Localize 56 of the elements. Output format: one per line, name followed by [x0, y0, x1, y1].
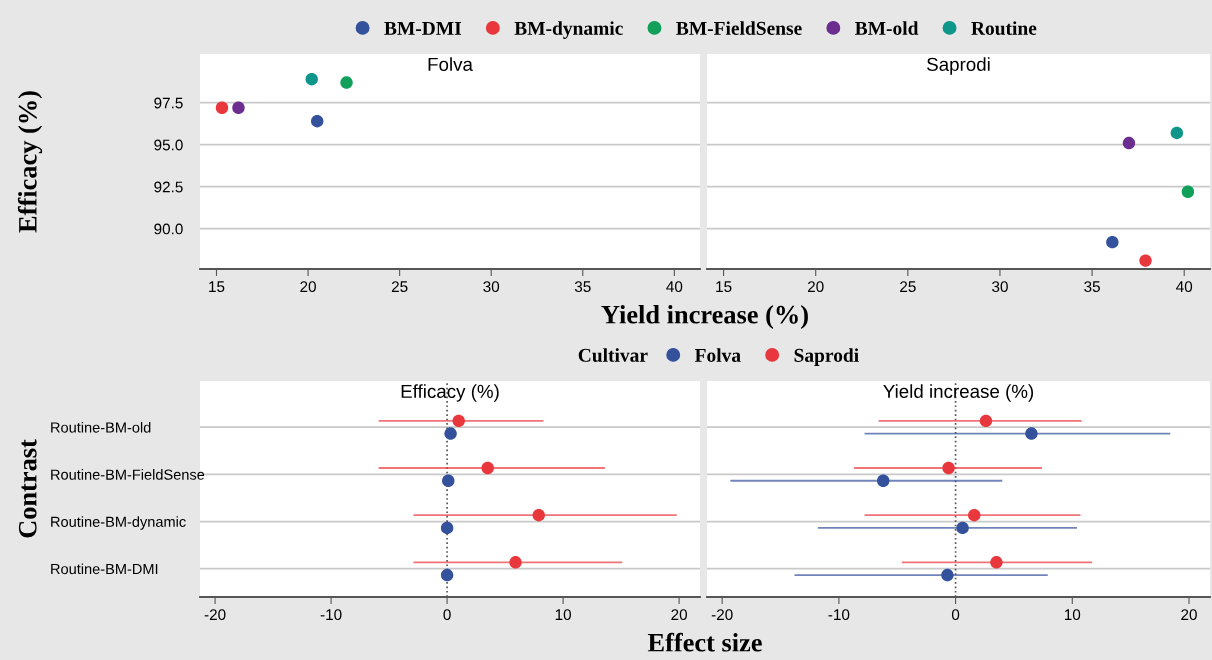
y-tick-label: Routine-BM-FieldSense — [51, 469, 205, 480]
point — [1139, 254, 1152, 267]
legend-label: BM-old — [855, 21, 919, 35]
chart-title: Yield increase (%) — [883, 384, 1034, 402]
y-tick-label: Routine-BM-dynamic — [51, 516, 186, 530]
x-tick-label: 35 — [574, 281, 591, 293]
point — [1122, 136, 1136, 150]
point — [1170, 126, 1184, 140]
x-tick-label: 30 — [992, 281, 1008, 293]
y-tick-label: Routine-BM-old — [51, 421, 151, 433]
x-tick-label: -10 — [320, 609, 342, 621]
y-tick-label: 95.0 — [154, 139, 183, 151]
point — [340, 76, 353, 89]
x-axis-title: Effect size — [647, 632, 762, 652]
y-axis-title: Efficacy (%) — [17, 91, 43, 233]
point — [215, 101, 229, 114]
x-tick-label: -10 — [828, 609, 850, 621]
legend-label: BM-DMI — [384, 21, 462, 35]
chart-title: Folva — [428, 57, 473, 71]
y-tick-label: 92.5 — [154, 181, 183, 193]
x-tick-label: 20 — [807, 281, 824, 293]
x-tick-label: 20 — [671, 609, 688, 621]
x-tick-label: 40 — [1176, 281, 1193, 293]
x-tick-label: 10 — [1064, 609, 1081, 621]
x-tick-label: 40 — [666, 281, 683, 293]
x-tick-label: 25 — [900, 281, 916, 293]
x-tick-label: 15 — [209, 281, 225, 293]
x-axis-title: Yield increase (%) — [601, 305, 808, 329]
legend-label: BM-FieldSense — [676, 21, 802, 35]
legend-label: Folva — [694, 348, 741, 362]
point — [232, 101, 245, 114]
legend-title: Cultivar — [578, 348, 648, 362]
x-tick-label: 35 — [1084, 281, 1100, 293]
legend-label: Routine — [971, 21, 1037, 35]
point — [311, 114, 324, 128]
x-tick-label: 0 — [443, 609, 451, 621]
x-tick-label: 20 — [300, 281, 316, 293]
x-tick-label: 10 — [555, 609, 572, 621]
x-tick-label: 15 — [716, 281, 732, 293]
legend-label: Saprodi — [794, 348, 859, 366]
legend-label: BM-dynamic — [514, 21, 623, 39]
x-tick-label: -20 — [711, 609, 733, 621]
x-tick-label: 0 — [951, 609, 960, 621]
y-tick-label: Routine-BM-DMI — [51, 563, 158, 575]
point — [1181, 185, 1195, 198]
x-tick-label: -20 — [204, 609, 226, 621]
chart-title: Efficacy (%) — [401, 384, 499, 402]
x-tick-label: 30 — [483, 281, 500, 293]
chart-title: Saprodi — [927, 57, 990, 75]
x-tick-label: 25 — [391, 281, 408, 293]
y-tick-label: 97.5 — [154, 97, 183, 109]
y-tick-label: 90.0 — [154, 223, 183, 235]
y-axis-title: Contrast — [18, 439, 37, 538]
point — [1106, 235, 1119, 249]
x-tick-label: 20 — [1181, 609, 1197, 621]
point — [305, 72, 318, 86]
